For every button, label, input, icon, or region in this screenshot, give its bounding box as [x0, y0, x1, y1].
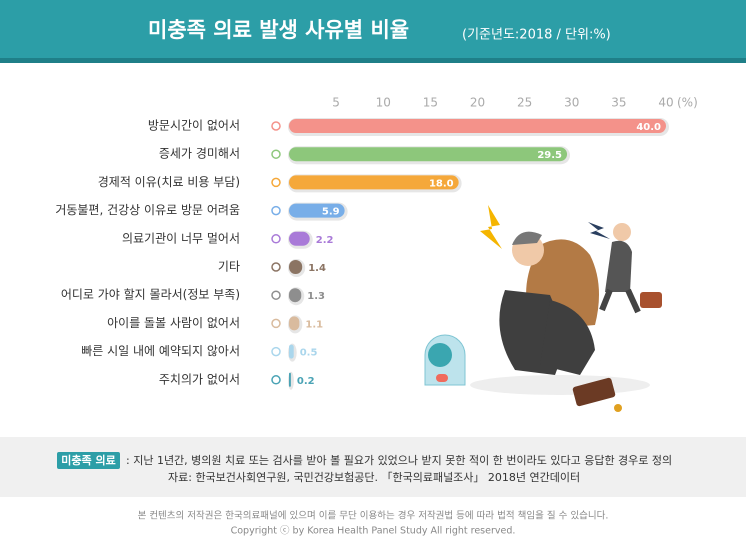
x-tick-label: 40	[658, 96, 673, 110]
footer-tag-box	[57, 452, 120, 469]
x-unit-label: (%)	[677, 96, 698, 110]
copyright: Copyright ⓒ by Korea Health Panel Study …	[231, 526, 516, 537]
category-icon	[271, 375, 281, 385]
category-icon	[271, 290, 281, 300]
footer-source: 자료: 한국보건사회연구원, 국민건강보험공단. 「한국의료패널조사」 2018…	[168, 471, 580, 484]
x-tick-label: 30	[564, 96, 579, 110]
x-tick-label: 5	[332, 96, 340, 110]
bar-shadow	[288, 371, 294, 390]
category-label: 주치의가 없어서	[159, 372, 240, 386]
category-label: 기타	[218, 260, 240, 274]
value-label: 0.5	[300, 348, 318, 359]
footer-tag: 미충족 의료	[61, 453, 115, 467]
bar	[289, 175, 459, 190]
category-label: 증세가 경미해서	[159, 147, 240, 161]
bar	[289, 260, 303, 274]
value-label: 0.2	[297, 376, 315, 387]
category-label: 어디로 가야 할지 몰라서(정보 부족)	[61, 288, 240, 302]
category-icon	[271, 205, 281, 216]
footer-definition: : 지난 1년간, 병의원 치료 또는 검사를 받아 볼 필요가 있었으나 받지…	[126, 454, 672, 467]
illustration	[424, 205, 662, 412]
chart-title: 미충족 의료 발생 사유별 비율	[148, 18, 409, 42]
bar	[289, 288, 302, 303]
x-tick-label: 25	[517, 96, 532, 110]
x-tick-label: 15	[423, 96, 438, 110]
category-label: 아이를 돌볼 사람이 없어서	[107, 316, 240, 330]
value-label: 40.0	[636, 122, 661, 133]
category-icon	[271, 346, 281, 357]
bar	[289, 372, 291, 387]
category-icon	[271, 149, 281, 159]
x-tick-label: 35	[611, 96, 626, 110]
category-label: 방문시간이 없어서	[148, 119, 240, 133]
header-stripe	[0, 58, 746, 63]
value-label: 1.4	[308, 263, 326, 274]
category-label: 빠른 시일 내에 예약되지 않아서	[81, 343, 240, 358]
value-label: 1.1	[305, 319, 323, 330]
category-icon	[271, 234, 281, 244]
value-label: 29.5	[537, 150, 562, 161]
footer-band	[0, 437, 746, 497]
notice: 본 컨텐츠의 저작권은 한국의료패널에 있으며 이를 무단 이용하는 경우 저작…	[138, 510, 609, 522]
bar	[289, 203, 345, 218]
category-label: 거동불편, 건강상 이유로 방문 어려움	[55, 203, 240, 217]
value-label: 2.2	[316, 235, 334, 246]
bar	[289, 316, 300, 331]
value-label: 5.9	[322, 207, 340, 218]
bar	[289, 147, 568, 162]
value-label: 18.0	[429, 178, 454, 189]
category-icon	[271, 177, 281, 188]
category-label: 의료기관이 너무 멀어서	[122, 231, 240, 245]
bar	[289, 119, 666, 133]
category-label: 경제적 이유(치료 비용 부담)	[98, 175, 240, 189]
category-icon	[271, 318, 281, 329]
chart-subtitle: (기준년도:2018 / 단위:%)	[462, 28, 611, 43]
x-tick-label: 10	[376, 96, 391, 110]
x-tick-label: 20	[470, 96, 485, 110]
category-icon	[271, 262, 281, 272]
header-band	[0, 0, 746, 58]
bar	[289, 231, 310, 246]
category-icon	[271, 121, 281, 131]
value-label: 1.3	[307, 291, 325, 302]
bar	[289, 344, 294, 359]
